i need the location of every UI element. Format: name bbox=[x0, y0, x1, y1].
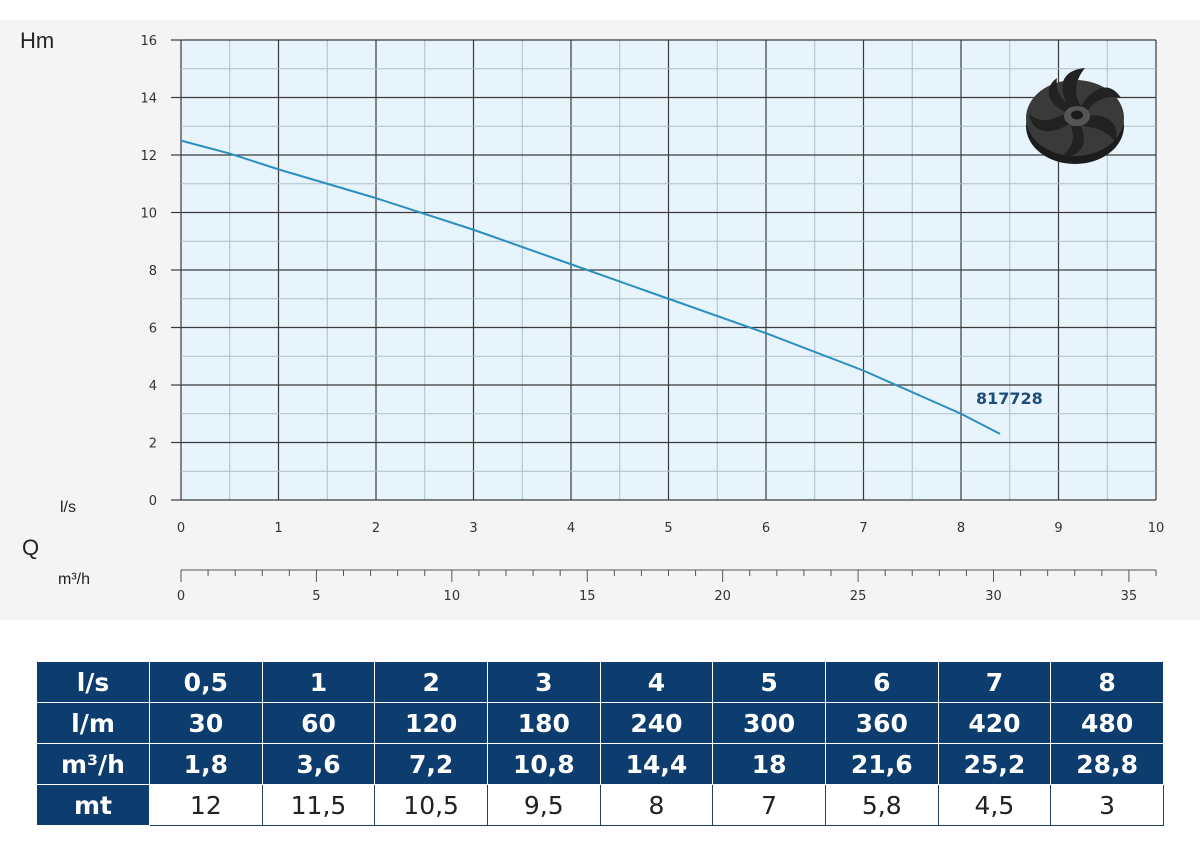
y-tick-label: 12 bbox=[140, 149, 157, 164]
x-ls-tick-label: 4 bbox=[567, 521, 575, 536]
table-row: l/s 0,5 1 2 3 4 5 6 7 8 bbox=[36, 661, 1164, 703]
performance-table: l/s 0,5 1 2 3 4 5 6 7 8 l/m 30 60 120 180 240 300 360 420 4… bbox=[36, 661, 1164, 826]
x-axis-unit-ls: l/s bbox=[60, 499, 76, 516]
table-cell: 21,6 bbox=[824, 743, 939, 785]
table-row-label: mt bbox=[36, 784, 150, 826]
table-row-label: m³/h bbox=[36, 743, 150, 785]
x-m3h-tick-label: 15 bbox=[579, 589, 596, 604]
table-row: l/m 30 60 120 180 240 300 360 420 480 bbox=[36, 702, 1164, 744]
y-tick-label: 2 bbox=[149, 437, 157, 452]
performance-table-body: l/s 0,5 1 2 3 4 5 6 7 8 l/m 30 60 120 180 240 300 360 420 4… bbox=[36, 661, 1164, 826]
table-cell: 28,8 bbox=[1050, 743, 1164, 785]
series-layer: 817728 bbox=[180, 139, 1043, 435]
x-ls-tick-label: 9 bbox=[1054, 521, 1062, 536]
x-m3h-tick-label: 20 bbox=[714, 589, 731, 604]
x-ls-tick-label: 6 bbox=[762, 521, 770, 536]
table-cell: 7 bbox=[712, 784, 826, 826]
table-cell: 11,5 bbox=[261, 784, 376, 826]
y-tick-label: 6 bbox=[149, 322, 157, 337]
table-cell: 480 bbox=[1050, 702, 1164, 744]
table-cell: 6 bbox=[824, 661, 939, 703]
x-m3h-tick-label: 35 bbox=[1121, 589, 1138, 604]
y-tick-label: 14 bbox=[140, 92, 157, 107]
y-tick-label: 4 bbox=[149, 379, 157, 394]
table-cell: 2 bbox=[374, 661, 488, 703]
impeller-icon bbox=[1026, 68, 1124, 164]
table-cell: 8 bbox=[599, 784, 714, 826]
table-row-label: l/m bbox=[36, 702, 150, 744]
x-ls-tick-label: 2 bbox=[372, 521, 380, 536]
table-cell: 4,5 bbox=[937, 784, 1052, 826]
table-cell: 300 bbox=[712, 702, 826, 744]
table-cell: 9,5 bbox=[486, 784, 601, 826]
table-row: m³/h 1,8 3,6 7,2 10,8 14,4 18 21,6 25,2 28,8 bbox=[36, 743, 1164, 785]
x-ls-tick-label: 3 bbox=[469, 521, 477, 536]
x-axis-main-label: Q bbox=[22, 535, 39, 560]
table-cell: 360 bbox=[824, 702, 939, 744]
table-row-label: l/s bbox=[36, 661, 150, 703]
y-tick-labels: 0 2 4 6 8 10 12 14 16 bbox=[140, 34, 157, 509]
table-cell: 60 bbox=[261, 702, 376, 744]
table-cell: 180 bbox=[486, 702, 601, 744]
table-cell: 18 bbox=[712, 743, 826, 785]
grid bbox=[171, 39, 1157, 501]
x-ls-tick-label: 8 bbox=[957, 521, 965, 536]
y-tick-label: 8 bbox=[149, 264, 157, 279]
x-ls-tick-labels: 0 1 2 3 4 5 6 7 8 9 10 bbox=[177, 521, 1164, 536]
x-ls-tick-label: 1 bbox=[274, 521, 282, 536]
x-m3h-tick-label: 10 bbox=[444, 589, 461, 604]
x-ls-tick-label: 7 bbox=[859, 521, 867, 536]
x-axis-unit-m3h: m³/h bbox=[58, 571, 90, 588]
table-cell: 25,2 bbox=[937, 743, 1052, 785]
x-m3h-tick-label: 25 bbox=[850, 589, 867, 604]
y-axis-label: Hm bbox=[20, 28, 54, 53]
table-cell: 1,8 bbox=[149, 743, 263, 785]
table-cell: 3,6 bbox=[261, 743, 376, 785]
table-cell: 5 bbox=[712, 661, 826, 703]
x-ls-tick-label: 5 bbox=[664, 521, 672, 536]
table-cell: 4 bbox=[599, 661, 714, 703]
y-tick-label: 10 bbox=[140, 207, 157, 222]
table-cell: 3 bbox=[1050, 784, 1164, 826]
x-m3h-axis: 0 5 10 15 20 25 30 35 bbox=[177, 569, 1157, 604]
series-label: 817728 bbox=[976, 389, 1043, 408]
table-cell: 420 bbox=[937, 702, 1052, 744]
table-cell: 12 bbox=[149, 784, 263, 826]
x-m3h-tick-label: 5 bbox=[312, 589, 320, 604]
table-cell: 14,4 bbox=[599, 743, 714, 785]
table-cell: 3 bbox=[486, 661, 601, 703]
table-row: mt 12 11,5 10,5 9,5 8 7 5,8 4,5 3 bbox=[36, 784, 1164, 826]
x-ls-tick-label: 10 bbox=[1148, 521, 1165, 536]
table-cell: 0,5 bbox=[149, 661, 263, 703]
table-cell: 1 bbox=[261, 661, 376, 703]
table-cell: 30 bbox=[149, 702, 263, 744]
y-tick-label: 0 bbox=[149, 494, 157, 509]
table-cell: 120 bbox=[374, 702, 488, 744]
table-cell: 10,5 bbox=[374, 784, 488, 826]
table-cell: 7 bbox=[937, 661, 1052, 703]
table-cell: 5,8 bbox=[824, 784, 939, 826]
x-ls-tick-label: 0 bbox=[177, 521, 185, 536]
table-cell: 8 bbox=[1050, 661, 1164, 703]
table-cell: 7,2 bbox=[374, 743, 488, 785]
table-cell: 240 bbox=[599, 702, 714, 744]
y-tick-label: 16 bbox=[140, 34, 157, 49]
x-m3h-tick-label: 0 bbox=[177, 589, 185, 604]
series-line-817728 bbox=[180, 139, 1001, 435]
x-m3h-tick-label: 30 bbox=[985, 589, 1002, 604]
table-cell: 10,8 bbox=[486, 743, 601, 785]
